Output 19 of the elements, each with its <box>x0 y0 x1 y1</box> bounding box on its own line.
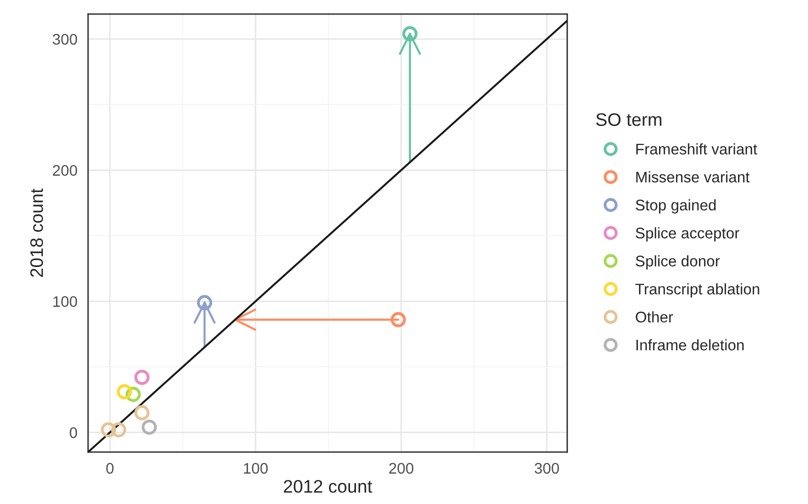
legend-label: Splice acceptor <box>636 227 740 242</box>
legend-label: Stop gained <box>636 199 716 214</box>
legend-label: Missense variant <box>636 171 750 183</box>
x-tick-label: 0 <box>106 462 114 474</box>
legend-label: Inframe deletion <box>636 339 744 350</box>
legend-label: Splice donor <box>636 255 720 270</box>
legend-label: Other <box>636 311 674 322</box>
y-tick-label: 100 <box>53 296 78 307</box>
legend-title: SO term <box>596 113 662 126</box>
legend-label: Frameshift variant <box>636 143 758 155</box>
x-tick-label: 300 <box>534 462 559 474</box>
x-axis-title: 2012 count <box>284 480 372 493</box>
legend-label: Transcript ablation <box>635 283 760 298</box>
y-tick-label: 0 <box>70 427 78 438</box>
x-tick-label: 200 <box>389 462 414 474</box>
y-tick-label: 200 <box>52 165 78 176</box>
y-axis-title: 2018 count <box>30 188 44 277</box>
x-tick-label: 100 <box>244 462 268 474</box>
y-tick-label: 300 <box>52 34 78 45</box>
